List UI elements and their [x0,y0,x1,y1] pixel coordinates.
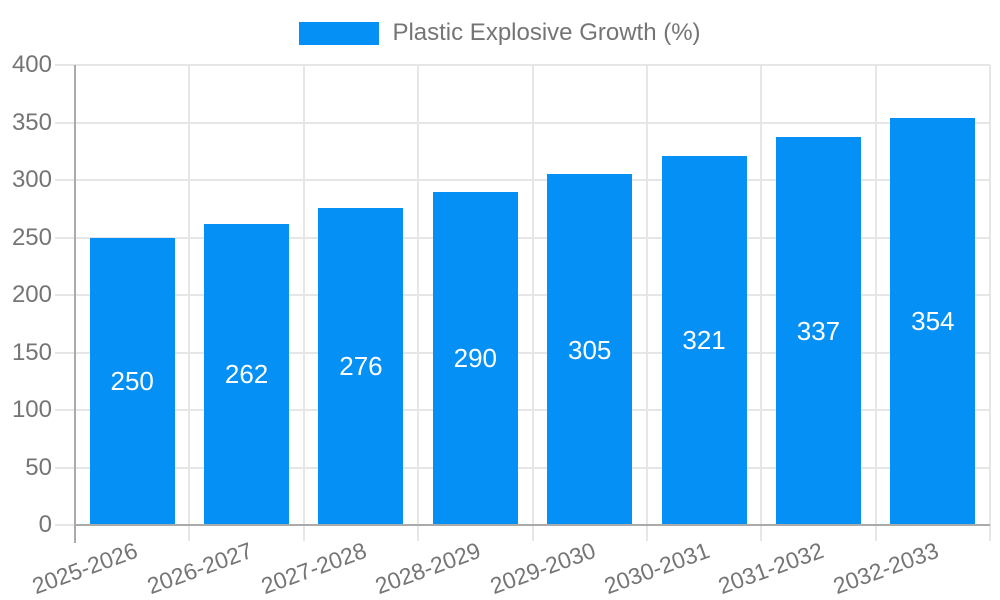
bar-value-label: 305 [567,334,612,365]
legend: Plastic Explosive Growth (%) [0,19,1000,47]
y-axis-label: 0 [38,511,52,538]
y-axis-label: 250 [11,223,52,251]
gridline-vertical [417,65,420,541]
gridline-vertical [760,65,763,541]
gridline-horizontal [55,64,990,66]
bar [661,155,747,525]
y-axis-label: 300 [11,166,52,193]
bar-value-label: 262 [224,359,269,390]
gridline-horizontal [55,466,990,469]
x-axis-label: 2028-2029 [371,537,485,600]
bar-value-label: 354 [911,306,955,337]
y-axis-label: 400 [11,51,52,78]
bar [432,191,518,525]
y-axis-label: 200 [11,281,52,308]
gridline-vertical [188,65,191,541]
bar [89,237,175,525]
gridline-horizontal [55,179,990,181]
bar-value-label: 290 [453,343,497,374]
y-axis-label: 350 [11,108,52,136]
bar [775,137,861,525]
x-axis-label: 2031-2032 [715,537,828,600]
gridline-vertical [989,65,991,541]
gridline-vertical [874,65,877,541]
bar-value-label: 276 [339,351,383,382]
gridline-horizontal [55,121,990,124]
x-axis-label: 2029-2030 [486,537,599,600]
x-axis-label: 2026-2027 [143,537,256,600]
bar-value-label: 337 [796,316,841,347]
y-axis-label: 150 [11,338,52,366]
bar-value-label: 321 [682,325,726,356]
bar [204,223,290,525]
legend-label: Plastic Explosive Growth (%) [392,19,701,46]
x-axis-label: 2025-2026 [28,537,142,600]
bar [547,174,633,525]
gridline-horizontal [55,294,990,296]
x-axis-line [74,524,990,526]
gridline-horizontal [55,409,990,411]
bar [318,207,404,525]
y-axis-label: 100 [11,396,52,423]
x-axis-label: 2032-2033 [829,537,942,600]
legend-swatch [299,21,380,45]
x-axis-label: 2027-2028 [257,537,370,600]
y-axis-label: 50 [25,453,52,481]
y-axis-line [74,65,76,543]
gridline-vertical [645,65,648,541]
bar-value-label: 250 [110,366,154,397]
gridline-vertical [302,65,305,541]
bar [890,117,976,525]
x-axis-label: 2030-2031 [600,537,713,600]
gridline-vertical [531,65,534,541]
gridline-horizontal [55,351,990,354]
gridline-horizontal [55,236,990,239]
